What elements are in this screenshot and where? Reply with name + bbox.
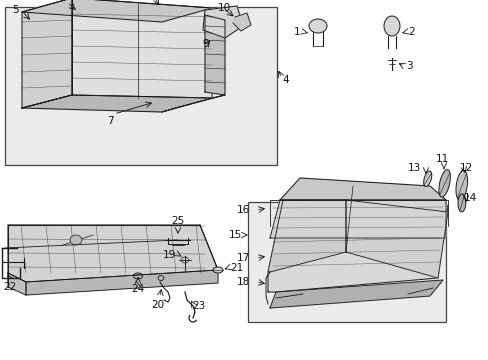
- Polygon shape: [204, 15, 224, 95]
- Ellipse shape: [70, 235, 82, 245]
- Polygon shape: [267, 200, 447, 292]
- Polygon shape: [455, 171, 467, 201]
- Text: 10: 10: [218, 3, 231, 13]
- Text: 19: 19: [163, 250, 176, 260]
- Polygon shape: [267, 200, 346, 272]
- Polygon shape: [22, 95, 212, 112]
- Text: 23: 23: [192, 301, 205, 311]
- Polygon shape: [203, 6, 243, 38]
- Text: 20: 20: [151, 300, 164, 310]
- Text: 21: 21: [229, 263, 243, 273]
- Polygon shape: [423, 171, 431, 186]
- Text: 24: 24: [131, 284, 144, 294]
- Polygon shape: [269, 200, 445, 238]
- Ellipse shape: [213, 267, 223, 273]
- Polygon shape: [280, 178, 445, 200]
- Polygon shape: [8, 225, 218, 282]
- Polygon shape: [162, 95, 224, 112]
- Text: 17: 17: [236, 253, 249, 263]
- FancyBboxPatch shape: [5, 7, 276, 165]
- Text: 4: 4: [282, 75, 288, 85]
- FancyBboxPatch shape: [247, 202, 445, 322]
- Ellipse shape: [308, 19, 326, 33]
- Text: 3: 3: [405, 61, 412, 71]
- Polygon shape: [269, 280, 442, 308]
- Text: 5: 5: [12, 5, 19, 15]
- Ellipse shape: [383, 16, 399, 36]
- Polygon shape: [346, 200, 447, 278]
- Text: 13: 13: [407, 163, 420, 173]
- Text: 16: 16: [236, 205, 249, 215]
- Text: 18: 18: [236, 277, 249, 287]
- Text: 9: 9: [202, 39, 208, 49]
- Polygon shape: [232, 13, 250, 31]
- Text: 2: 2: [407, 27, 414, 37]
- Text: 7: 7: [106, 116, 113, 126]
- Polygon shape: [22, 0, 212, 22]
- Text: 25: 25: [171, 216, 184, 226]
- Text: 11: 11: [434, 154, 447, 164]
- Text: 22: 22: [3, 282, 17, 292]
- Polygon shape: [72, 0, 212, 98]
- Text: 14: 14: [463, 193, 476, 203]
- Polygon shape: [26, 270, 218, 295]
- Polygon shape: [438, 170, 449, 197]
- Polygon shape: [457, 194, 465, 212]
- Text: 15: 15: [228, 230, 242, 240]
- Text: 1: 1: [293, 27, 299, 37]
- Polygon shape: [8, 273, 26, 295]
- Polygon shape: [22, 0, 72, 108]
- Text: 12: 12: [459, 163, 472, 173]
